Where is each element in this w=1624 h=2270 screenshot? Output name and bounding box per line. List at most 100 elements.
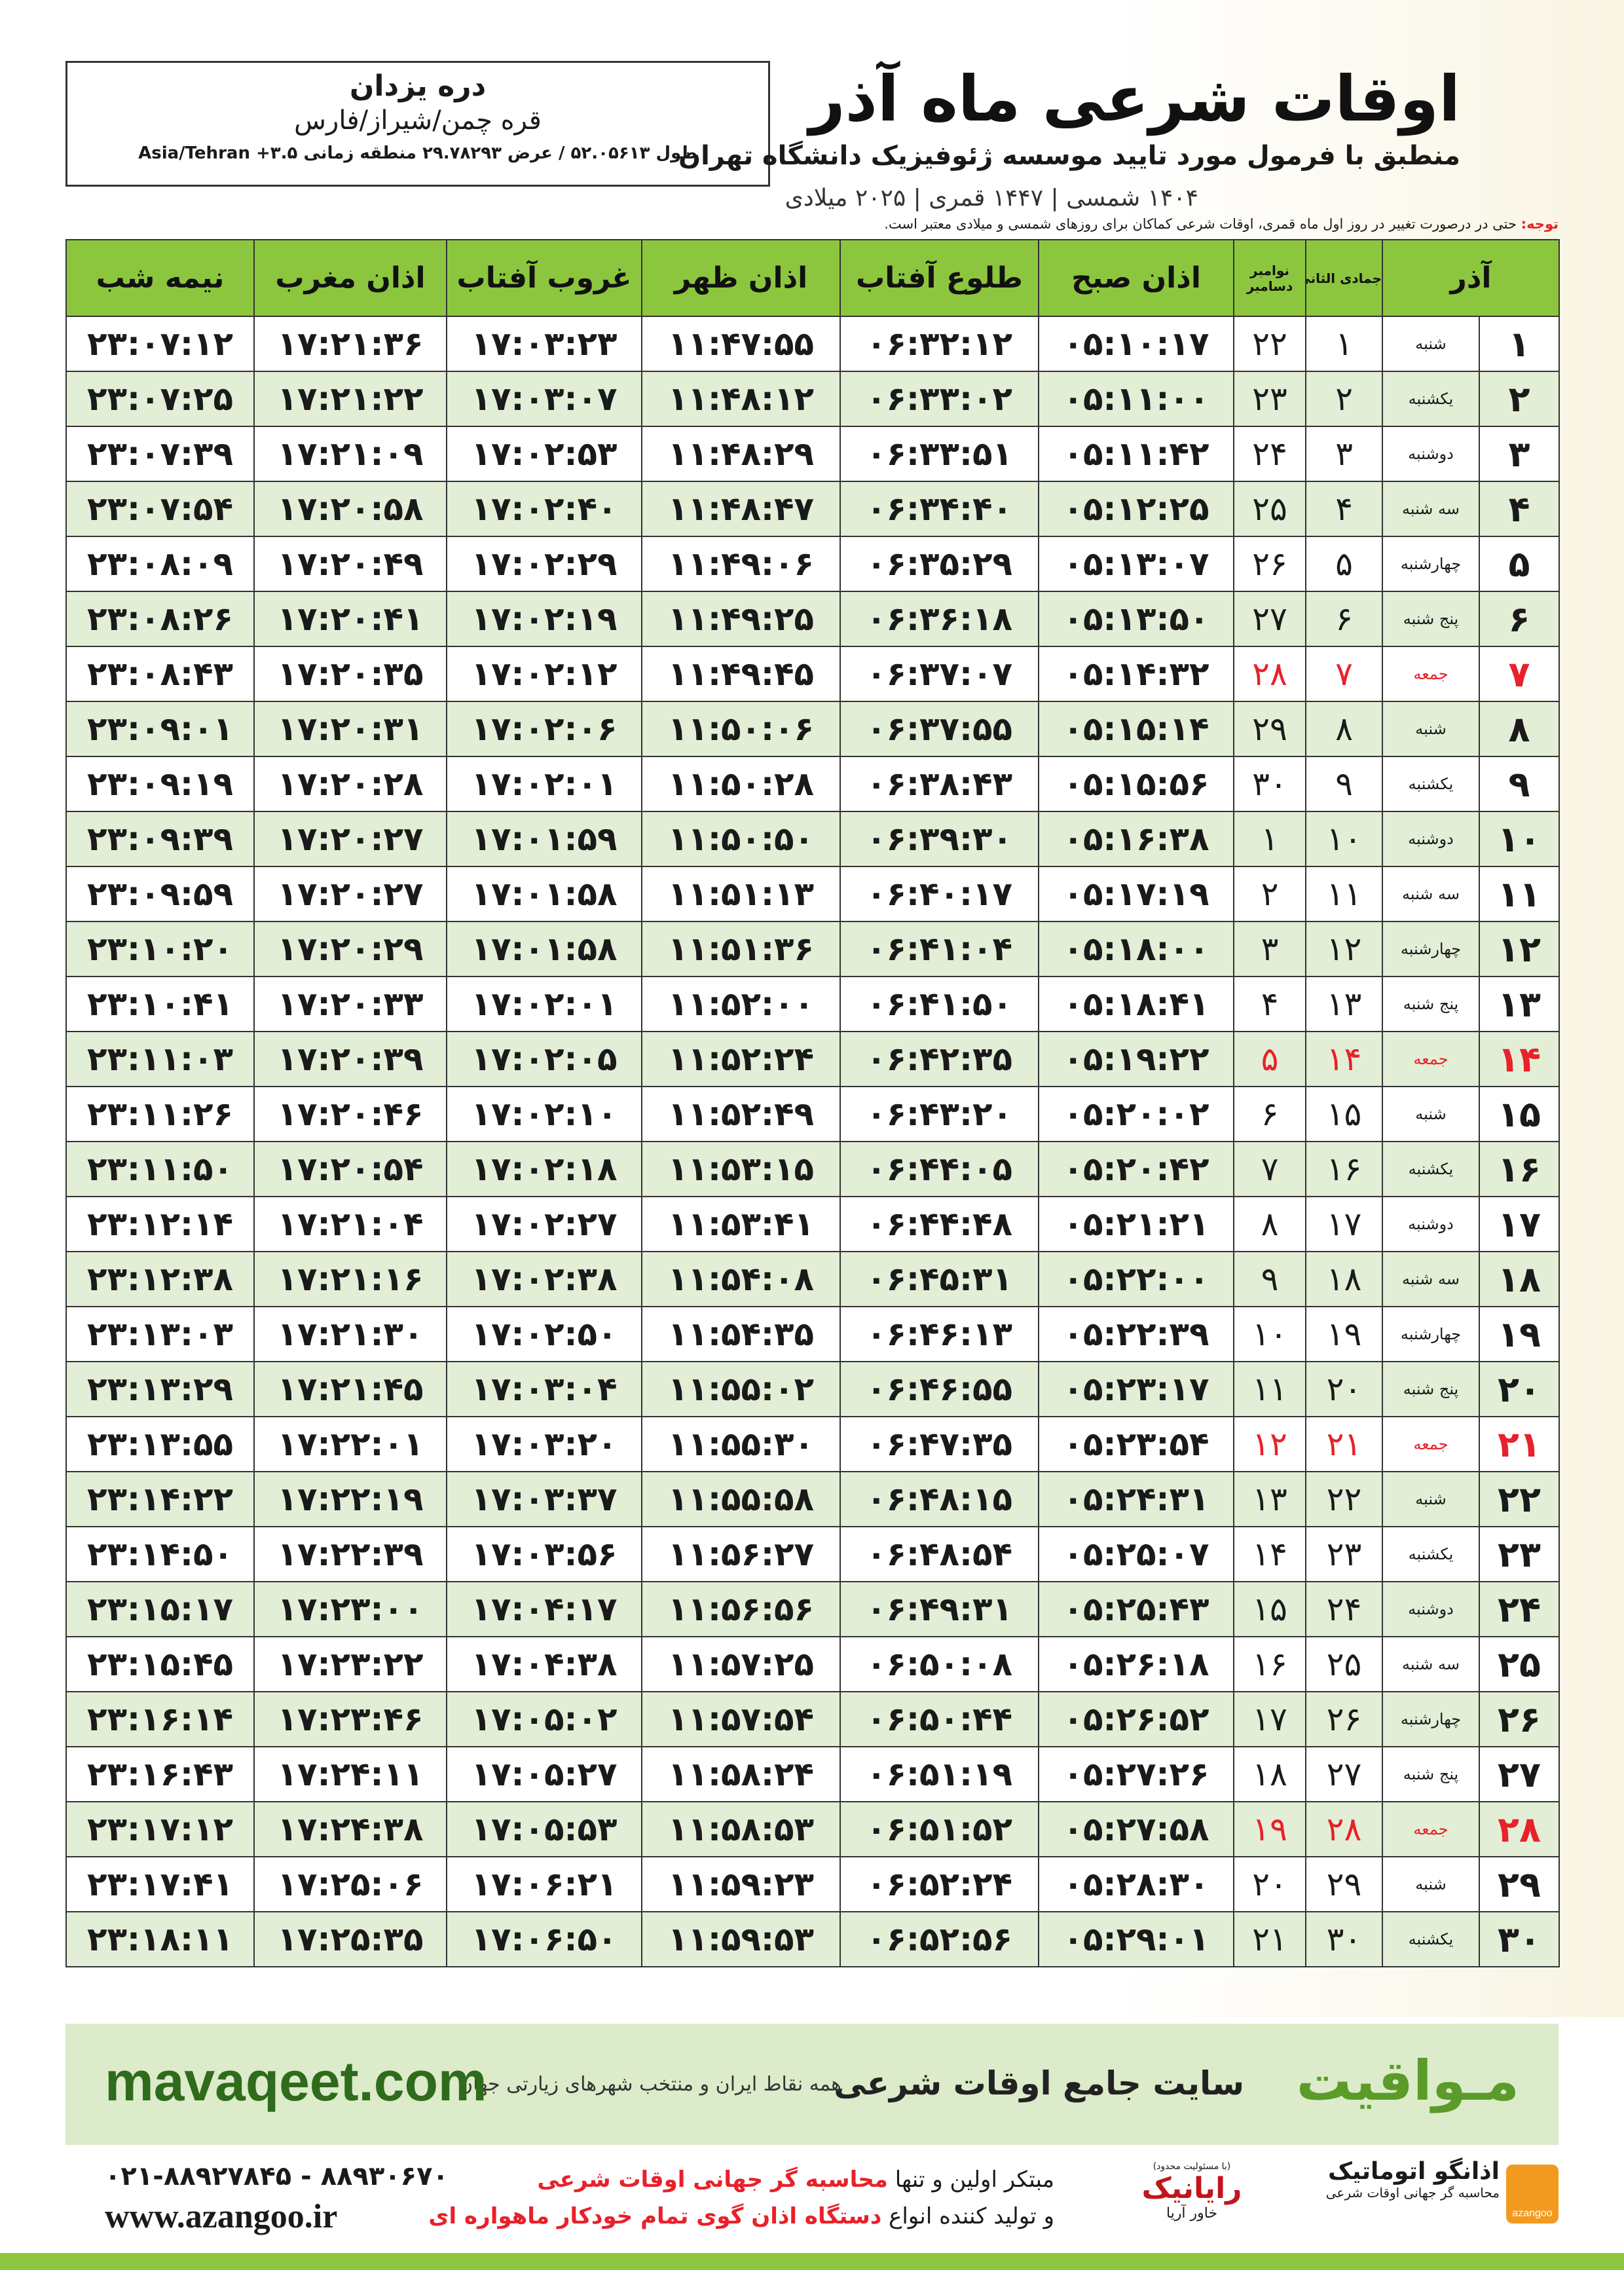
table-cell: دوشنبه xyxy=(1382,1581,1480,1637)
table-cell: ۲۳:۱۱:۲۶ xyxy=(65,1086,255,1142)
table-row: ۲۵ سه شنبه ۲۵ ۱۶ ۰۵:۲۶:۱۸ ۰۶:۵۰:۰۸ ۱۱:۵۷:۲۵ ۱۷:… xyxy=(65,1636,1560,1692)
logo-rayanik: (با مسئولیت محدود) رایانیک خاور آریا xyxy=(1113,2161,1270,2222)
table-cell: ۱۱:۵۳:۱۵ xyxy=(641,1141,841,1197)
table-cell: ۱۷:۲۰:۲۸ xyxy=(253,756,447,812)
table-cell: ۲۳:۱۳:۲۹ xyxy=(65,1361,255,1417)
table-cell: ۸ xyxy=(1479,701,1560,757)
table-cell: ۷ xyxy=(1305,646,1383,702)
table-cell: ۰۵:۲۹:۰۱ xyxy=(1038,1911,1234,1967)
footer-line: مبتکر اولین و تنها محاسبه گر جهانی اوقات… xyxy=(428,2161,1054,2198)
highlight: محاسبه گر جهانی اوقات شرعی xyxy=(537,2167,888,2193)
table-cell: ۱۸ xyxy=(1233,1746,1306,1802)
header-cell: غروب آفتاب xyxy=(446,239,642,317)
table-cell: ۱۱:۵۲:۲۴ xyxy=(641,1031,841,1087)
header-cell: نیمه شب xyxy=(65,239,255,317)
table-cell: سه شنبه xyxy=(1382,866,1480,922)
table-cell: ۰۵:۲۰:۰۲ xyxy=(1038,1086,1234,1142)
table-cell: ۲۳ xyxy=(1305,1526,1383,1582)
table-cell: ۱۱:۵۵:۵۸ xyxy=(641,1471,841,1527)
table-cell: ۰۶:۴۰:۱۷ xyxy=(840,866,1039,922)
table-cell: ۲۸ xyxy=(1305,1801,1383,1857)
table-cell: ۲۳:۰۷:۳۹ xyxy=(65,426,255,482)
table-cell: یکشنبه xyxy=(1382,1141,1480,1197)
table-cell: ۲۳:۱۳:۵۵ xyxy=(65,1416,255,1472)
table-cell: ۰۵:۲۲:۰۰ xyxy=(1038,1251,1234,1307)
table-cell: ۲۳:۱۲:۱۴ xyxy=(65,1196,255,1252)
table-cell: ۱۷:۲۱:۰۹ xyxy=(253,426,447,482)
table-cell: ۱۱:۵۹:۲۳ xyxy=(641,1856,841,1912)
table-cell: ۱۷:۰۲:۵۰ xyxy=(446,1306,642,1362)
table-cell: ۰۶:۵۰:۰۸ xyxy=(840,1636,1039,1692)
table-cell: شنبه xyxy=(1382,1471,1480,1527)
table-cell: ۱۹ xyxy=(1479,1306,1560,1362)
table-cell: ۱۵ xyxy=(1233,1581,1306,1637)
table-row: ۹ یکشنبه ۹ ۳۰ ۰۵:۱۵:۵۶ ۰۶:۳۸:۴۳ ۱۱:۵۰:۲۸ ۱۷:۰۲:… xyxy=(65,756,1560,812)
table-cell: ۲۵ xyxy=(1233,481,1306,537)
table-cell: ۱۷:۰۳:۲۰ xyxy=(446,1416,642,1472)
table-row: ۳۰ یکشنبه ۳۰ ۲۱ ۰۵:۲۹:۰۱ ۰۶:۵۲:۵۶ ۱۱:۵۹:۵۳ ۱۷:۰… xyxy=(65,1911,1560,1967)
table-cell: ۵ xyxy=(1479,536,1560,592)
table-cell: ۱۷:۲۰:۲۹ xyxy=(253,921,447,977)
table-cell: ۰۵:۲۶:۵۲ xyxy=(1038,1691,1234,1747)
table-cell: ۰۶:۳۳:۰۲ xyxy=(840,371,1039,427)
table-cell: ۲۵ xyxy=(1479,1636,1560,1692)
table-cell: ۱۷:۰۲:۵۳ xyxy=(446,426,642,482)
table-cell: ۸ xyxy=(1233,1196,1306,1252)
table-cell: ۰۶:۵۲:۲۴ xyxy=(840,1856,1039,1912)
table-cell: ۱۱:۴۸:۴۷ xyxy=(641,481,841,537)
table-cell: ۲۳:۱۸:۱۱ xyxy=(65,1911,255,1967)
table-cell: ۲ xyxy=(1305,371,1383,427)
table-cell: ۱۱:۵۸:۵۳ xyxy=(641,1801,841,1857)
table-cell: جمعه xyxy=(1382,1416,1480,1472)
table-cell: ۱۱:۵۰:۵۰ xyxy=(641,811,841,867)
table-cell: ۱۷:۰۳:۵۶ xyxy=(446,1526,642,1582)
table-cell: ۱۹ xyxy=(1233,1801,1306,1857)
table-cell: ۱۷ xyxy=(1233,1691,1306,1747)
table-cell: ۰۶:۵۲:۵۶ xyxy=(840,1911,1039,1967)
table-cell: ۱۷:۰۳:۲۳ xyxy=(446,316,642,372)
table-cell: سه شنبه xyxy=(1382,481,1480,537)
table-row: ۲۹ شنبه ۲۹ ۲۰ ۰۵:۲۸:۳۰ ۰۶:۵۲:۲۴ ۱۱:۵۹:۲۳ ۱۷:۰۶:… xyxy=(65,1856,1560,1912)
table-cell: ۲۳ xyxy=(1233,371,1306,427)
table-cell: ۲۲ xyxy=(1233,316,1306,372)
table-cell: ۱۳ xyxy=(1233,1471,1306,1527)
table-cell: جمعه xyxy=(1382,1031,1480,1087)
table-cell: ۰۶:۴۷:۳۵ xyxy=(840,1416,1039,1472)
table-cell: ۱۱:۵۳:۴۱ xyxy=(641,1196,841,1252)
table-cell: ۱۷:۰۴:۳۸ xyxy=(446,1636,642,1692)
table-cell: ۱۱:۵۰:۰۶ xyxy=(641,701,841,757)
table-cell: سه شنبه xyxy=(1382,1636,1480,1692)
table-cell: ۰۶:۴۶:۵۵ xyxy=(840,1361,1039,1417)
table-cell: چهارشنبه xyxy=(1382,1691,1480,1747)
table-cell: ۲۴ xyxy=(1233,426,1306,482)
table-cell: ۱۷:۰۲:۲۷ xyxy=(446,1196,642,1252)
logo-name: اذانگو اتوماتیک xyxy=(1327,2158,1500,2185)
footer-text: مبتکر اولین و تنها محاسبه گر جهانی اوقات… xyxy=(428,2161,1054,2235)
website: www.azangoo.ir xyxy=(105,2198,338,2235)
table-cell: ۱۳ xyxy=(1479,976,1560,1032)
table-cell: ۰۵:۲۳:۱۷ xyxy=(1038,1361,1234,1417)
table-cell: ۰۶:۴۱:۵۰ xyxy=(840,976,1039,1032)
table-cell: ۰۵:۲۸:۳۰ xyxy=(1038,1856,1234,1912)
location-box: دره یزدان قره چمن/شیراز/فارس طول ۵۲.۰۵۶۱… xyxy=(65,61,770,187)
table-cell: چهارشنبه xyxy=(1382,536,1480,592)
table-cell: ۱۷:۰۶:۵۰ xyxy=(446,1911,642,1967)
table-row: ۲۶ چهارشنبه ۲۶ ۱۷ ۰۵:۲۶:۵۲ ۰۶:۵۰:۴۴ ۱۱:۵۷:۵۴ ۱۷… xyxy=(65,1691,1560,1747)
table-cell: ۰۶:۳۹:۳۰ xyxy=(840,811,1039,867)
table-cell: ۱۷:۰۵:۵۳ xyxy=(446,1801,642,1857)
table-cell: ۱۷:۲۰:۲۷ xyxy=(253,811,447,867)
table-cell: ۱ xyxy=(1305,316,1383,372)
logo-sub: محاسبه گر جهانی اوقات شرعی xyxy=(1325,2185,1500,2201)
table-cell: پنج شنبه xyxy=(1382,976,1480,1032)
table-cell: ۲ xyxy=(1233,866,1306,922)
text: و تولید کننده انواع xyxy=(889,2203,1054,2229)
table-cell: شنبه xyxy=(1382,316,1480,372)
table-row: ۴ سه شنبه ۴ ۲۵ ۰۵:۱۲:۲۵ ۰۶:۳۴:۴۰ ۱۱:۴۸:۴۷ ۱۷:۰۲… xyxy=(65,481,1560,537)
slogan: سایت جامع اوقات شرعی xyxy=(834,2064,1244,2102)
table-cell: ۱۴ xyxy=(1479,1031,1560,1087)
table-cell: ۲۸ xyxy=(1479,1801,1560,1857)
table-cell: ۱ xyxy=(1233,811,1306,867)
table-cell: ۱۷:۲۰:۴۹ xyxy=(253,536,447,592)
table-cell: ۱۷:۰۲:۰۱ xyxy=(446,756,642,812)
